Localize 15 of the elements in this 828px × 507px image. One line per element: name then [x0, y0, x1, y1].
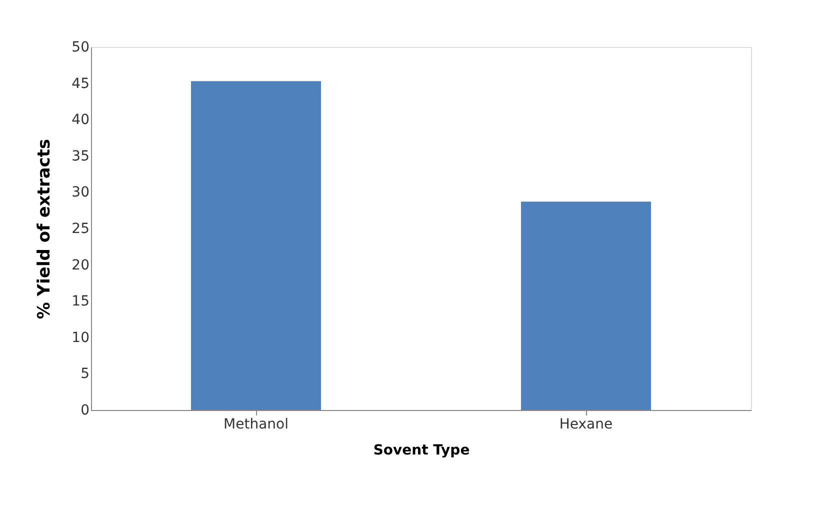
y-tick-label: 30: [72, 184, 90, 201]
y-axis-title: % Yield of extracts: [34, 138, 55, 320]
y-tick-label: 15: [72, 294, 90, 310]
x-tick-label: Hexane: [559, 416, 613, 432]
y-tick-label: 25: [72, 221, 90, 237]
y-tick-label: 45: [72, 76, 90, 92]
y-tick-label: 35: [72, 148, 90, 164]
y-tick-label: 40: [72, 112, 90, 128]
x-tick-label: Methanol: [224, 416, 288, 432]
y-tick-label: 20: [72, 257, 90, 274]
x-axis-title: Sovent Type: [373, 442, 470, 458]
y-tick-label: 5: [80, 366, 90, 382]
y-tick-label: 50: [72, 40, 90, 56]
y-tick-label: 10: [72, 330, 90, 346]
y-tick-label: 0: [80, 402, 90, 418]
